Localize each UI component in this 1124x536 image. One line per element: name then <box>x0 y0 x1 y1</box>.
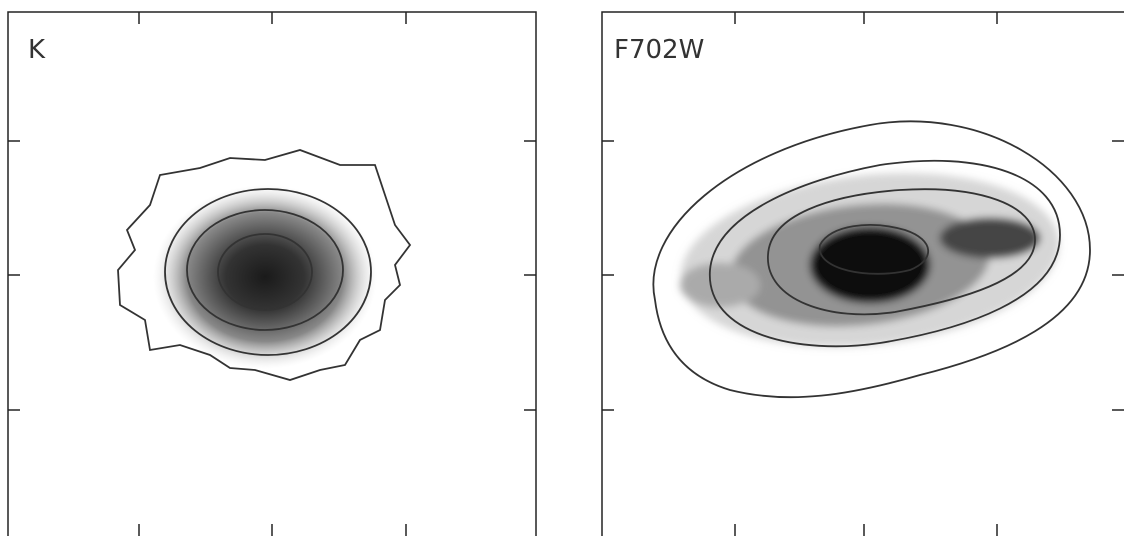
contour <box>117 149 412 381</box>
panel-frame <box>601 11 1124 536</box>
contour <box>186 209 344 331</box>
source-image <box>680 173 1060 347</box>
contour <box>652 120 1091 399</box>
source-image <box>153 185 377 369</box>
contour <box>819 224 929 275</box>
ticks <box>602 12 1124 536</box>
panel-label: K <box>28 35 46 65</box>
panel-f702w: F702W <box>601 11 1124 536</box>
contour <box>767 188 1036 316</box>
contour <box>164 188 372 356</box>
panel-k: K <box>7 11 537 536</box>
ticks <box>8 12 536 536</box>
contour <box>217 233 313 311</box>
panel-label: F702W <box>614 35 704 65</box>
contour <box>709 159 1061 348</box>
